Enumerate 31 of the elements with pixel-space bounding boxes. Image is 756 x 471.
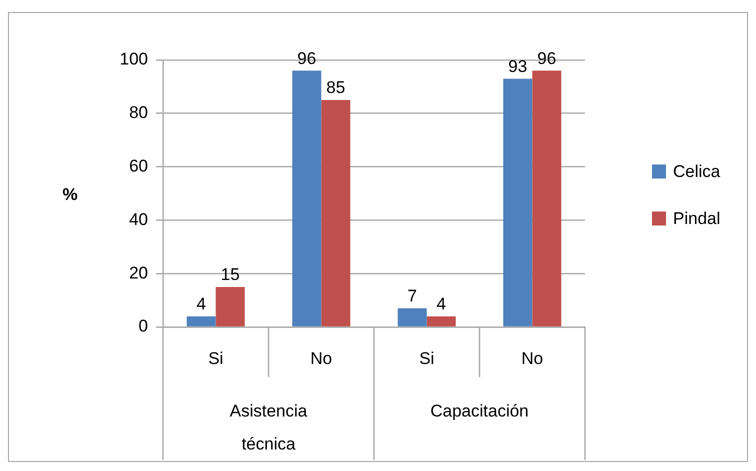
- data-label: 96: [297, 48, 316, 68]
- x-tick-label: No: [521, 348, 544, 368]
- bar: [321, 100, 350, 326]
- x-tick-label: No: [310, 348, 332, 368]
- y-tick-label: 100: [120, 50, 148, 69]
- y-axis-title: %: [62, 185, 78, 204]
- bar: [532, 70, 562, 326]
- x-tick-label: Si: [208, 348, 224, 368]
- data-label: 15: [220, 265, 240, 284]
- bar: [186, 316, 216, 326]
- x-tick-label: Si: [419, 348, 434, 368]
- data-label: 7: [408, 286, 417, 306]
- data-label: 85: [326, 78, 346, 98]
- bar: [426, 316, 456, 326]
- legend-label: Pindal: [673, 209, 720, 228]
- y-tick-label: 80: [129, 103, 148, 122]
- y-tick-label: 0: [138, 316, 148, 336]
- y-tick-label: 40: [129, 210, 148, 229]
- data-label: 93: [508, 56, 528, 76]
- y-tick-label: 20: [129, 263, 148, 282]
- legend-label: Celica: [673, 162, 721, 182]
- bar: [292, 70, 322, 326]
- bar: [503, 78, 532, 326]
- data-label: 96: [537, 48, 556, 68]
- data-label: 4: [196, 294, 206, 314]
- text: Asistencia técnica: [230, 402, 308, 454]
- bar: [398, 308, 427, 326]
- bar: [216, 286, 245, 326]
- data-label: 4: [436, 294, 446, 314]
- y-tick-label: 60: [129, 156, 148, 176]
- text: Capacitación: [430, 402, 529, 421]
